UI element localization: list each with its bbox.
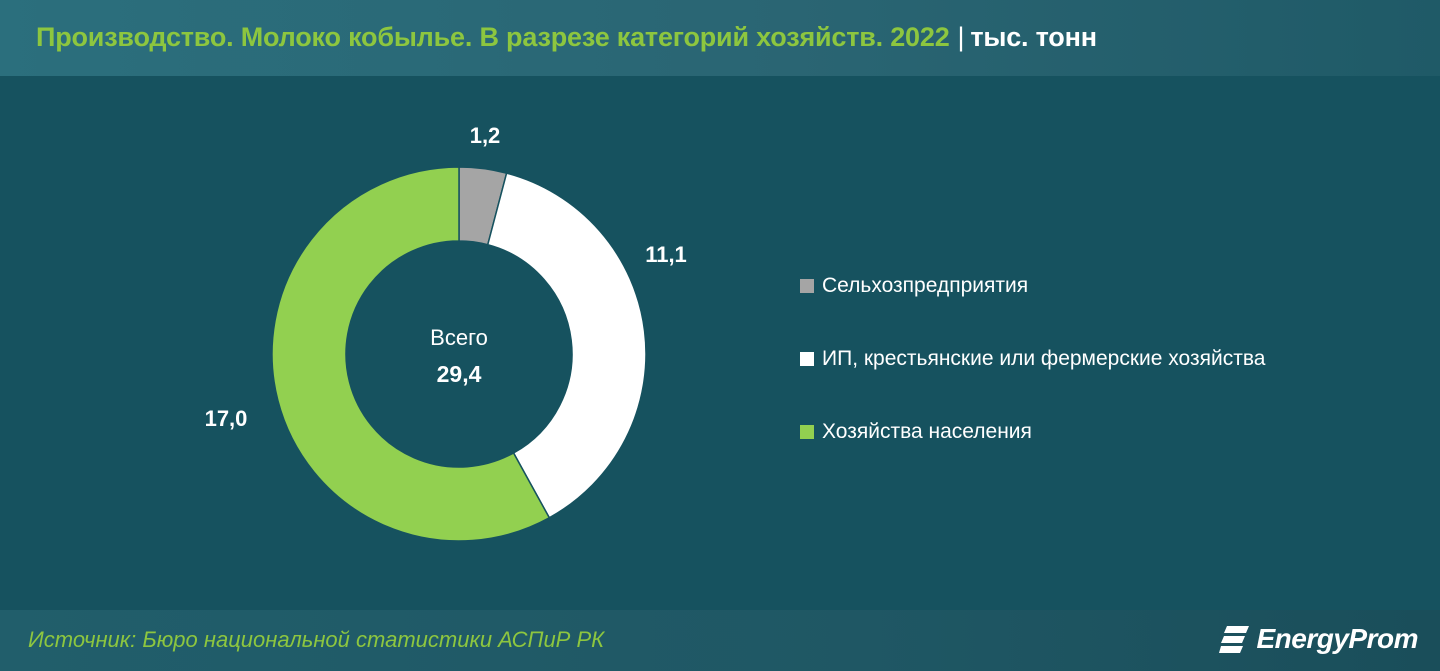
chart-unit: тыс. тонн xyxy=(970,22,1097,52)
legend-swatch xyxy=(800,352,814,366)
slice-value-label: 11,1 xyxy=(645,242,687,267)
title-separator: | xyxy=(957,22,965,52)
source-note: Источник: Бюро национальной статистики А… xyxy=(28,627,605,652)
slice-value-label: 17,0 xyxy=(205,406,248,431)
legend-item: ИП, крестьянские или фермерские хозяйств… xyxy=(800,341,1265,377)
legend-label: Хозяйства населения xyxy=(822,420,1032,443)
donut-slice xyxy=(271,166,551,542)
legend-label: Сельхозпредприятия xyxy=(822,274,1029,297)
legend-label: ИП, крестьянские или фермерские хозяйств… xyxy=(822,347,1266,370)
legend-swatch xyxy=(800,425,814,439)
chart-footer: Источник: Бюро национальной статистики А… xyxy=(0,610,1440,671)
energyprom-logo-icon xyxy=(1218,626,1249,653)
chart-legend: Сельхозпредприятия ИП, крестьянские или … xyxy=(800,268,1265,487)
value-labels: 1,2 11,1 17,0 xyxy=(205,123,687,431)
donut-slices xyxy=(271,166,647,542)
legend-item: Хозяйства населения xyxy=(800,414,1265,450)
logo-text: EnergyProm xyxy=(1256,623,1419,654)
donut-slice xyxy=(486,172,647,519)
chart-header: Производство. Молоко кобылье. В разрезе … xyxy=(0,0,1440,76)
center-label: Всего xyxy=(430,325,488,350)
energyprom-logo: EnergyProm xyxy=(1218,622,1419,656)
chart-title: Производство. Молоко кобылье. В разрезе … xyxy=(36,22,1097,53)
legend-item: Сельхозпредприятия xyxy=(800,268,1265,304)
legend-swatch xyxy=(800,279,814,293)
chart-title-text: Производство. Молоко кобылье. В разрезе … xyxy=(36,22,950,52)
slice-value-label: 1,2 xyxy=(470,123,501,148)
center-value: 29,4 xyxy=(437,361,482,387)
